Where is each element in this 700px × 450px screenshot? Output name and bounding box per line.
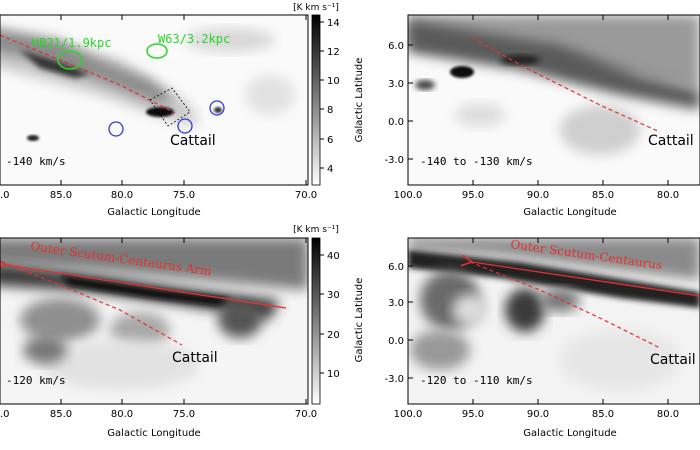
x-tick-label-top-left: .0 [0,190,10,201]
colorbar-tick-label-bottom-left: 30 [327,290,340,301]
x-tick-label-top-left: 75.0 [173,190,195,201]
panel-top-right: 100.0 95.0 90.0 85.0 80.0 6.0 3.0 0.0 -3.0 Galac… [354,14,700,218]
x-tick-label-top-right: 80.0 [657,190,679,201]
x-tick-label-top-right: 85.0 [592,190,614,201]
y-tick-label-bottom-right: 0.0 [388,336,404,347]
annotation-w63: W63/3.2kpc [158,32,230,46]
panel-bottom-right: 100.0 95.0 90.0 85.0 80.0 6.0 3.0 0.0 -3.0 Galac… [354,237,700,439]
intensity-map-bottom-right [408,238,700,390]
colorbar-tick-label-top-left: 14 [327,18,340,29]
y-tick-label-top-right: 3.0 [388,79,404,90]
velocity-label-bottom-left: -120 km/s [6,374,66,387]
xlabel-top-left: Galactic Longitude [107,207,200,218]
colorbar-tick-label-bottom-left: 10 [327,369,340,380]
colorbar-tick-label-top-left: 8 [327,105,333,116]
x-tick-label-top-right: 100.0 [394,190,423,201]
annotation-cattail-top-right: Cattail [648,133,694,149]
x-tick-label-bottom-left: 80.0 [111,409,133,420]
annotation-cattail-top-left: Cattail [170,133,216,149]
annotation-cattail-bottom-right: Cattail [650,352,696,368]
x-tick-label-bottom-left: 75.0 [173,409,195,420]
colorbar-unit-bottom-left: [K km s⁻¹] [293,225,339,235]
annotation-cattail-bottom-left: Cattail [172,350,218,366]
colorbar-tick-label-top-left: 10 [327,76,340,87]
velocity-label-top-right: -140 to -130 km/s [420,155,533,168]
intensity-map-top-right [408,15,700,155]
x-tick-label-bottom-left: 85.0 [50,409,72,420]
panel-bottom-left: .0 85.0 80.0 75.0 70.0 Outer Scutum-Centauru… [0,225,340,439]
xlabel-bottom-left: Galactic Longitude [107,428,200,439]
x-tick-label-bottom-right: 95.0 [462,409,484,420]
y-tick-label-top-right: -3.0 [384,155,404,166]
x-tick-label-bottom-left: 70.0 [295,409,317,420]
y-tick-label-top-right: 0.0 [388,117,404,128]
velocity-label-top-left: -140 km/s [6,155,66,168]
intensity-map-bottom-left [0,238,308,390]
panel-top-left: .0 85.0 80.0 75.0 70.0 HB21/1.9kpc W63/3.2kp… [0,3,340,218]
colorbar-tick-label-top-left: 12 [327,47,340,58]
ylabel-top-right: Galactic Latitude [354,58,365,143]
x-tick-label-bottom-left: .0 [0,409,10,420]
x-tick-label-bottom-right: 90.0 [527,409,549,420]
annotation-hb21: HB21/1.9kpc [32,36,111,50]
x-tick-label-top-right: 95.0 [462,190,484,201]
ylabel-bottom-right: Galactic Latitude [354,278,365,363]
colorbar-unit-top-left: [K km s⁻¹] [293,3,339,13]
x-tick-label-top-right: 90.0 [527,190,549,201]
colorbar-top-left [311,14,321,186]
x-tick-label-top-left: 85.0 [50,190,72,201]
xlabel-bottom-right: Galactic Longitude [523,428,616,439]
colorbar-tick-label-bottom-left: 20 [327,330,340,341]
y-tick-label-bottom-right: 6.0 [388,262,404,273]
y-tick-label-bottom-right: -3.0 [384,374,404,385]
y-tick-label-bottom-right: 3.0 [388,298,404,309]
x-tick-label-top-left: 80.0 [111,190,133,201]
colorbar-tick-label-top-left: 4 [327,164,333,175]
x-tick-label-bottom-right: 80.0 [657,409,679,420]
x-tick-label-bottom-right: 100.0 [394,409,423,420]
x-tick-label-top-left: 70.0 [295,190,317,201]
xlabel-top-right: Galactic Longitude [523,207,616,218]
colorbar-tick-label-bottom-left: 40 [327,251,340,262]
velocity-label-bottom-right: -120 to -110 km/s [420,374,533,387]
intensity-map-top-left [0,28,295,141]
y-tick-label-top-right: 6.0 [388,41,404,52]
colorbar-tick-label-top-left: 6 [327,135,333,146]
x-tick-label-bottom-right: 85.0 [592,409,614,420]
colorbar-bottom-left [311,237,321,405]
